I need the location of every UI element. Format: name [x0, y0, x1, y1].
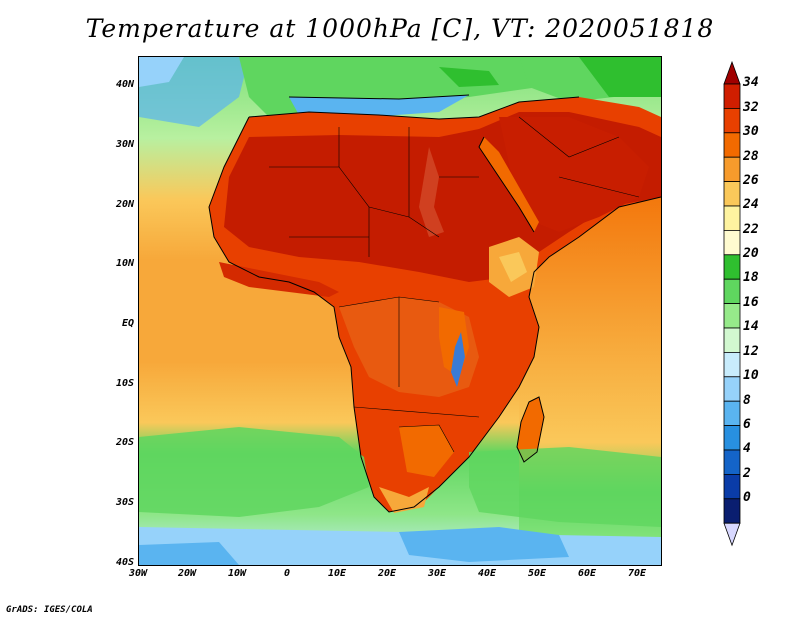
balkans — [439, 67, 499, 87]
border-12 — [558, 176, 640, 198]
lon-label-10w: 10W — [227, 568, 247, 579]
southern-ocean-sw — [139, 542, 239, 565]
colorbar-label-6: 6 — [743, 417, 751, 432]
colorbar-label-28: 28 — [743, 149, 759, 164]
lon-label-20e: 20E — [377, 568, 397, 579]
lon-label-30e: 30E — [427, 568, 447, 579]
colorbar-segment — [723, 83, 741, 109]
colorbar-label-16: 16 — [743, 295, 759, 310]
colorbar-label-30: 30 — [743, 124, 759, 139]
north-atlantic-cold — [139, 57, 184, 87]
lon-label-60e: 60E — [577, 568, 597, 579]
lat-label-20s: 20S — [115, 437, 134, 448]
colorbar-label-22: 22 — [743, 222, 759, 237]
lon-label-70e: 70E — [627, 568, 647, 579]
africa-coastline — [208, 116, 661, 513]
south-atlantic-cool — [139, 427, 369, 517]
border-1 — [269, 166, 370, 257]
lon-label-0: 0 — [283, 568, 291, 579]
colorbar-segment — [723, 376, 741, 402]
south-africa-coast — [379, 487, 429, 513]
colorbar-segment — [723, 351, 741, 378]
north-coast — [248, 96, 580, 120]
border-9 — [353, 406, 480, 418]
colorbar-label-2: 2 — [743, 466, 751, 481]
colorbar-bottom-arrow — [723, 522, 741, 547]
map-title: Temperature at 1000hPa [C], VT: 20200518… — [85, 14, 715, 43]
colorbar-label-12: 12 — [743, 344, 759, 359]
kalahari — [399, 425, 454, 477]
colorbar-segment — [723, 303, 741, 329]
red-sea — [479, 137, 539, 232]
colorbar-segment — [723, 132, 741, 158]
colorbar-label-8: 8 — [743, 393, 751, 408]
border-10 — [398, 424, 455, 453]
highland-core — [499, 252, 527, 282]
lon-label-40e: 40E — [477, 568, 497, 579]
colorbar-segment — [723, 400, 741, 427]
colorbar-label-18: 18 — [743, 270, 759, 285]
madagascar-coast — [516, 396, 545, 463]
lat-label-40s: 40S — [115, 557, 134, 568]
lat-label-20n: 20N — [115, 199, 134, 210]
lat-label-30n: 30N — [115, 139, 134, 150]
arabian-peninsula — [499, 117, 649, 232]
lat-label-10n: 10N — [115, 258, 134, 269]
colorbar-label-4: 4 — [743, 441, 751, 456]
mediterranean-sea — [289, 95, 469, 117]
central-asia — [579, 57, 661, 97]
lat-label-10s: 10S — [115, 378, 134, 389]
colorbar-segment — [723, 254, 741, 280]
temperature-map — [138, 56, 662, 566]
lon-label-10e: 10E — [327, 568, 347, 579]
colorbar-segment — [723, 156, 741, 182]
lat-label-30s: 30S — [115, 497, 134, 508]
europe-coast — [288, 94, 470, 100]
south-indian-cool — [469, 447, 661, 527]
colorbar-segment — [723, 181, 741, 207]
colorbar-segment — [723, 449, 741, 475]
colorbar-segment — [723, 108, 741, 134]
colorbar-label-14: 14 — [743, 319, 759, 334]
colorbar — [720, 58, 744, 562]
west-africa-coast — [219, 262, 339, 297]
colorbar-label-20: 20 — [743, 246, 759, 261]
lat-label-eq: EQ — [121, 318, 134, 329]
border-4 — [368, 206, 410, 218]
colorbar-segment — [723, 327, 741, 353]
colorbar-label-24: 24 — [743, 197, 759, 212]
grads-credit: GrADS: IGES/COLA — [6, 605, 93, 615]
colorbar-segment — [723, 229, 741, 256]
red-sea-coast — [478, 136, 535, 233]
colorbar-top-arrow — [723, 60, 741, 85]
lon-label-50e: 50E — [527, 568, 547, 579]
lat-label-40n: 40N — [115, 79, 134, 90]
colorbar-label-0: 0 — [743, 490, 751, 505]
colorbar-segment — [723, 278, 741, 304]
lon-label-30w: 30W — [128, 568, 148, 579]
colorbar-label-26: 26 — [743, 173, 759, 188]
nile-corridor — [419, 147, 444, 237]
southern-ocean-cold — [399, 527, 569, 562]
madagascar — [517, 397, 544, 462]
colorbar-segment — [723, 498, 741, 524]
colorbar-label-34: 34 — [743, 75, 759, 90]
colorbar-label-32: 32 — [743, 100, 759, 115]
colorbar-segment — [723, 473, 741, 500]
colorbar-segment — [723, 205, 741, 231]
border-11 — [518, 116, 620, 158]
colorbar-label-10: 10 — [743, 368, 759, 383]
lon-label-20w: 20W — [177, 568, 197, 579]
lake-tanganyika — [451, 332, 465, 387]
colorbar-segment — [723, 425, 741, 451]
